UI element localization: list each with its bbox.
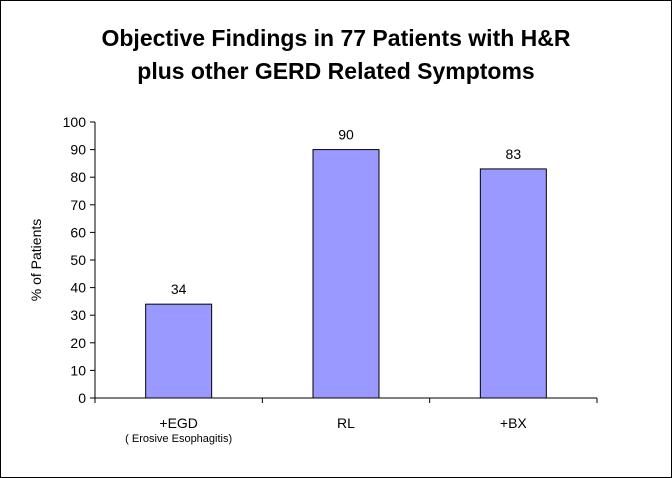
y-tick-label: 100	[63, 114, 87, 130]
y-tick-label: 0	[78, 390, 86, 406]
chart-title: Objective Findings in 77 Patients with H…	[101, 25, 570, 51]
data-label: 90	[338, 127, 354, 143]
chart-subtitle: plus other GERD Related Symptoms	[137, 58, 534, 84]
y-tick-label: 90	[70, 142, 86, 158]
y-tick-label: 50	[70, 252, 86, 268]
chart-marks: 0 10 20 30 40 50 60 70 80 90 100 34 +EGD ( Erosive Es…	[63, 114, 598, 445]
x-tick-label: RL	[337, 415, 355, 431]
y-tick-label: 40	[70, 280, 86, 296]
bar-rl	[312, 149, 380, 399]
data-label: 83	[506, 146, 522, 162]
x-tick-label: +EGD	[159, 415, 198, 431]
x-tick-label: +BX	[500, 415, 528, 431]
y-tick-label: 10	[70, 362, 86, 378]
y-tick-label: 20	[70, 335, 86, 351]
y-tick-label: 80	[70, 169, 86, 185]
data-label: 34	[171, 281, 187, 297]
bar-egd	[145, 303, 213, 399]
y-tick-label: 70	[70, 197, 86, 213]
y-axis-label: % of Patients	[28, 219, 44, 302]
y-tick-label: 60	[70, 224, 86, 240]
y-tick-label: 30	[70, 307, 86, 323]
bar-bx	[479, 168, 547, 399]
x-tick-sublabel: ( Erosive Esophagitis)	[125, 433, 232, 445]
